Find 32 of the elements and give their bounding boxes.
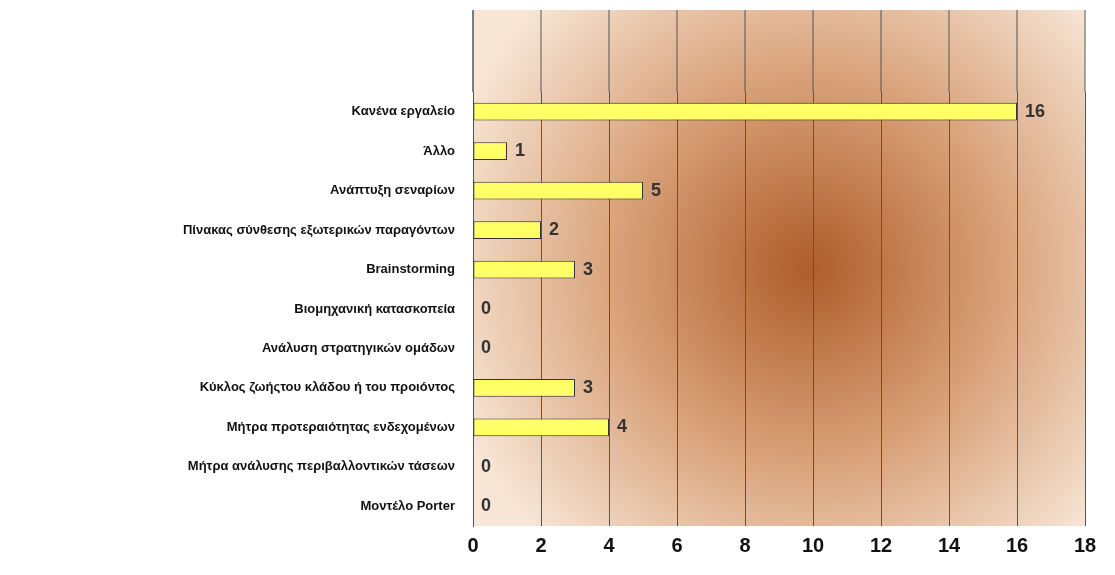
- data-label: 0: [481, 455, 492, 476]
- data-label: 1: [515, 140, 526, 161]
- data-label: 0: [481, 337, 492, 358]
- x-tick-label: 14: [937, 533, 961, 556]
- x-tick-label: 12: [869, 533, 893, 556]
- x-tick-label: 8: [739, 533, 751, 556]
- x-tick-label: 18: [1073, 533, 1097, 556]
- y-tick-label: Ανάλυση στρατηγικών ομάδων: [261, 340, 455, 356]
- y-tick-label: Μήτρα ανάλυσης περιβαλλοντικών τάσεων: [187, 458, 455, 474]
- y-tick-label: Πίνακας σύνθεσης εξωτερικών παραγόντων: [182, 221, 455, 237]
- data-label: 4: [617, 416, 628, 437]
- y-tick-label: Βιομηχανική κατασκοπεία: [294, 300, 455, 316]
- x-tick-label: 2: [535, 533, 547, 556]
- y-tick-label: Κύκλος ζωήςτου κλάδου ή του προιόντος: [199, 379, 456, 395]
- data-label: 0: [481, 297, 492, 318]
- data-label: 3: [583, 376, 594, 397]
- x-tick-label: 10: [801, 533, 825, 556]
- y-tick-label: Μήτρα προτεραιότητας ενδεχομένων: [226, 418, 455, 434]
- data-label: 16: [1025, 100, 1046, 121]
- x-tick-label: 16: [1005, 533, 1029, 556]
- data-label: 2: [549, 219, 560, 240]
- x-tick-label: 0: [467, 533, 479, 556]
- y-tick-label: Ανάπτυξη σεναρίων: [330, 182, 455, 198]
- y-tick-label: Μοντέλο Porter: [360, 497, 455, 513]
- x-tick-label: 6: [671, 533, 683, 556]
- data-label: 0: [481, 495, 492, 516]
- data-label: 5: [651, 179, 662, 200]
- y-tick-label: Κανένα εργαλείο: [351, 103, 456, 119]
- x-tick-label: 4: [603, 533, 616, 556]
- data-label: 3: [583, 258, 594, 279]
- y-tick-label: Brainstorming: [366, 261, 456, 277]
- y-tick-label: Άλλο: [423, 142, 456, 158]
